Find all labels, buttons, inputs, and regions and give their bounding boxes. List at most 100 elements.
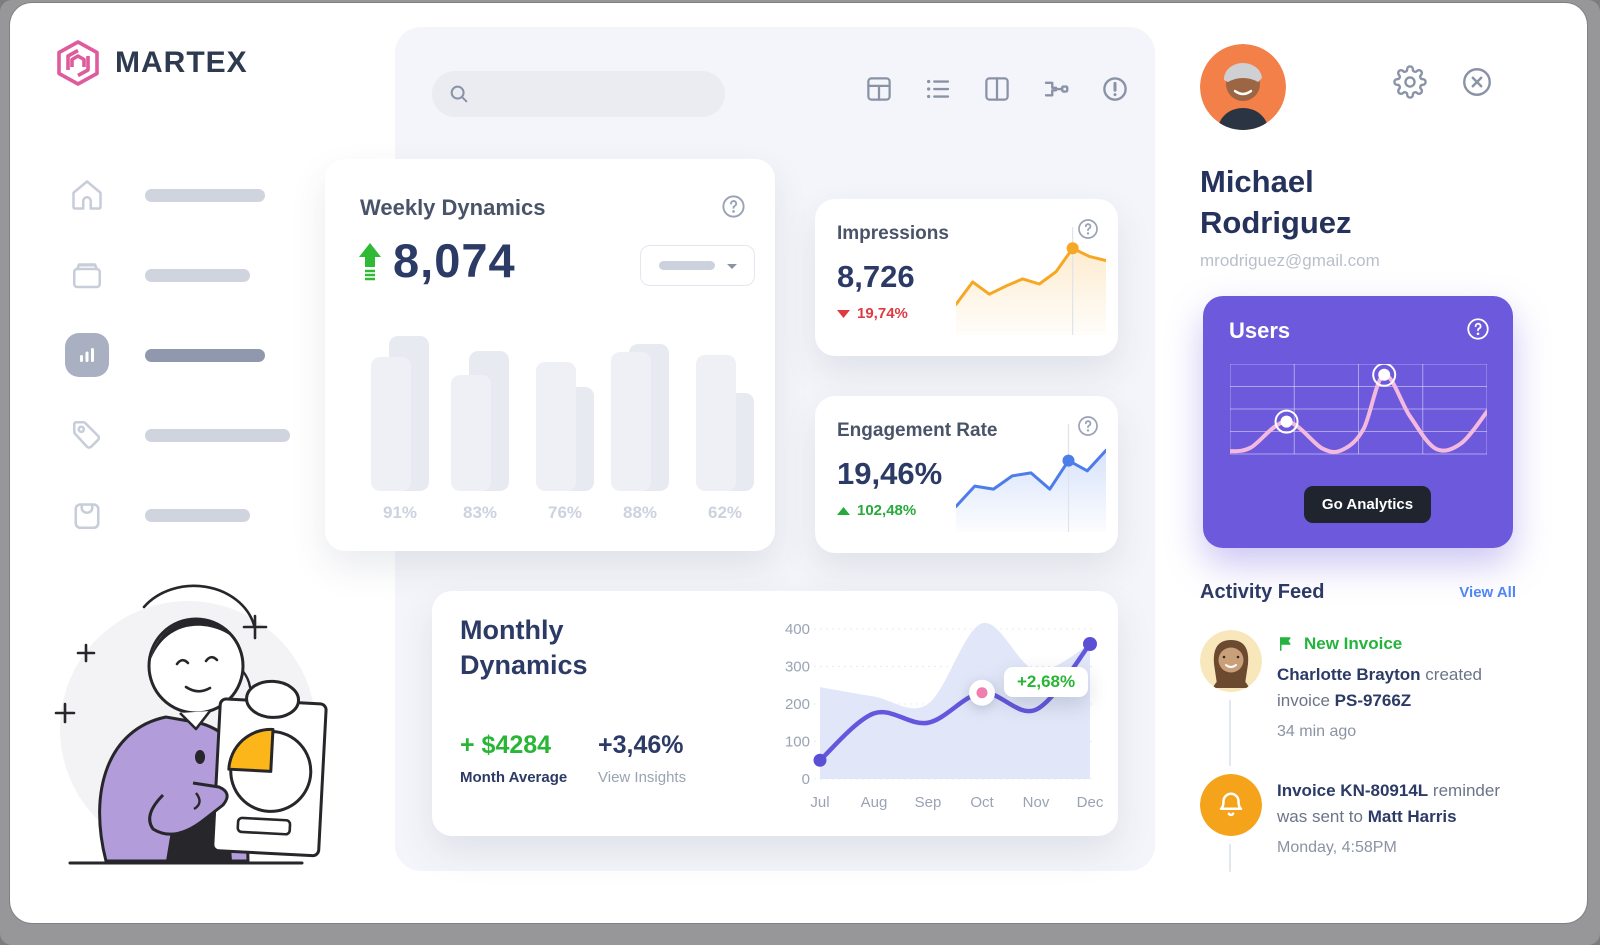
- nav-label-skeleton: [145, 348, 265, 362]
- impressions-card: Impressions 8,726 19,74%: [815, 199, 1118, 356]
- svg-text:Aug: Aug: [861, 794, 888, 811]
- list-icon[interactable]: [922, 73, 954, 105]
- weekly-range-select[interactable]: [640, 245, 755, 286]
- activity-item[interactable]: New Invoice Charlotte Brayton created inv…: [1277, 634, 1523, 741]
- engagement-rate-card: Engagement Rate 19,46% 102,48%: [815, 396, 1118, 553]
- help-icon[interactable]: [1076, 217, 1100, 241]
- settings-gear-icon[interactable]: [1393, 65, 1427, 99]
- sidebar-item-tags[interactable]: [65, 395, 290, 475]
- sidebar-item-home[interactable]: [65, 155, 290, 235]
- users-title: Users: [1229, 318, 1291, 343]
- profile-avatar: [1200, 44, 1286, 130]
- view-all-link[interactable]: View All: [1459, 584, 1516, 601]
- activity-text: Invoice KN-80914L reminder was sent to M…: [1277, 781, 1500, 826]
- chart-tooltip: +2,68%: [1004, 667, 1089, 697]
- svg-text:100: 100: [785, 734, 810, 751]
- select-value-skeleton: [659, 261, 715, 270]
- martex-logo-text: MARTEX: [115, 46, 248, 79]
- weekly-dynamics-title: Weekly Dynamics: [360, 195, 546, 220]
- flag-icon: [1277, 635, 1295, 653]
- profile-name: Michael Rodriguez: [1200, 164, 1352, 240]
- triangle-down-icon: [837, 309, 850, 319]
- activity-item[interactable]: Invoice KN-80914L reminder was sent to M…: [1277, 778, 1523, 857]
- impressions-delta: 19,74%: [857, 305, 908, 322]
- bar-chart-icon: [65, 333, 109, 377]
- search-bar[interactable]: [432, 71, 725, 117]
- weekly-bar-label: 76%: [547, 503, 583, 522]
- trend-up-arrow-icon: [357, 241, 383, 281]
- chevron-down-icon: [724, 258, 740, 274]
- new-invoice-badge: New Invoice: [1277, 634, 1523, 654]
- timeline-connector: [1229, 700, 1231, 766]
- svg-text:0: 0: [802, 771, 810, 788]
- search-input[interactable]: [480, 84, 709, 104]
- impressions-value: 8,726: [837, 259, 915, 294]
- close-icon[interactable]: [1460, 65, 1494, 99]
- tag-icon: [65, 413, 109, 457]
- monthly-dynamics-card: Monthly Dynamics + $4284 Month Average +…: [432, 591, 1118, 836]
- help-icon[interactable]: [720, 193, 747, 220]
- profile-email: mrodriguez@gmail.com: [1200, 251, 1380, 270]
- archive-icon: [65, 253, 109, 297]
- impressions-sparkline: [956, 227, 1106, 335]
- svg-text:Dec: Dec: [1077, 794, 1104, 811]
- charlotte-avatar: [1200, 630, 1262, 692]
- merge-icon[interactable]: [1040, 73, 1072, 105]
- svg-text:200: 200: [785, 696, 810, 713]
- activity-timestamp: 34 min ago: [1277, 723, 1357, 740]
- columns-icon[interactable]: [981, 73, 1013, 105]
- view-toolbar: [863, 73, 1131, 105]
- martex-logo[interactable]: MARTEX: [55, 39, 248, 87]
- activity-feed-title: Activity Feed: [1200, 581, 1325, 603]
- monthly-dynamics-title: Monthly Dynamics: [460, 615, 588, 680]
- svg-text:Oct: Oct: [970, 794, 994, 811]
- home-icon: [65, 173, 109, 217]
- sidebar-item-orders[interactable]: [65, 475, 290, 555]
- nav-label-skeleton: [145, 428, 290, 442]
- svg-text:300: 300: [785, 659, 810, 676]
- users-wave-chart: [1230, 364, 1487, 455]
- help-icon[interactable]: [1076, 414, 1100, 438]
- nav-label-skeleton: [145, 508, 250, 522]
- weekly-dynamics-card: Weekly Dynamics 8,074 91% 83% 76% 88% 62%: [325, 159, 775, 551]
- weekly-bar-label: 91%: [382, 503, 418, 522]
- activity-feed-header: Activity Feed View All: [1200, 581, 1516, 604]
- martex-logo-icon: [55, 39, 101, 87]
- timeline-connector: [1229, 844, 1231, 872]
- svg-text:Jul: Jul: [810, 794, 829, 811]
- engagement-rate-delta: 102,48%: [857, 502, 917, 519]
- table-layout-icon[interactable]: [863, 73, 895, 105]
- svg-text:400: 400: [785, 621, 810, 638]
- users-card: Users Go Analytics: [1203, 296, 1513, 548]
- weekly-bar-chart: 91% 83% 76% 88% 62%: [325, 309, 775, 522]
- activity-timestamp: Monday, 4:58PM: [1277, 839, 1397, 856]
- engagement-rate-title: Engagement Rate: [837, 420, 998, 441]
- nav-label-skeleton: [145, 268, 250, 282]
- shopping-bag-icon: [65, 493, 109, 537]
- engagement-rate-value: 19,46%: [837, 456, 943, 491]
- impressions-title: Impressions: [837, 223, 949, 244]
- bell-icon: [1200, 774, 1262, 836]
- help-icon[interactable]: [1465, 316, 1491, 342]
- go-analytics-button[interactable]: Go Analytics: [1304, 486, 1431, 523]
- svg-text:Nov: Nov: [1023, 794, 1050, 811]
- sidebar-item-archive[interactable]: [65, 235, 290, 315]
- triangle-up-icon: [837, 506, 850, 516]
- analyst-illustration: [48, 561, 328, 876]
- engagement-sparkline: [956, 424, 1106, 532]
- search-icon: [448, 83, 470, 105]
- sidebar-item-analytics[interactable]: [65, 315, 290, 395]
- weekly-dynamics-value: 8,074: [393, 234, 516, 287]
- view-insights-link[interactable]: View Insights: [598, 769, 687, 786]
- month-average-value: + $4284: [460, 731, 552, 759]
- insights-percent: +3,46%: [598, 731, 684, 759]
- weekly-bar-label: 83%: [462, 503, 498, 522]
- dashboard: MARTEX: [10, 3, 1587, 923]
- sidebar-nav: [65, 155, 290, 555]
- alert-circle-icon[interactable]: [1099, 73, 1131, 105]
- month-average-label: Month Average: [460, 769, 568, 786]
- svg-text:Sep: Sep: [915, 794, 942, 811]
- weekly-bar-label: 88%: [622, 503, 658, 522]
